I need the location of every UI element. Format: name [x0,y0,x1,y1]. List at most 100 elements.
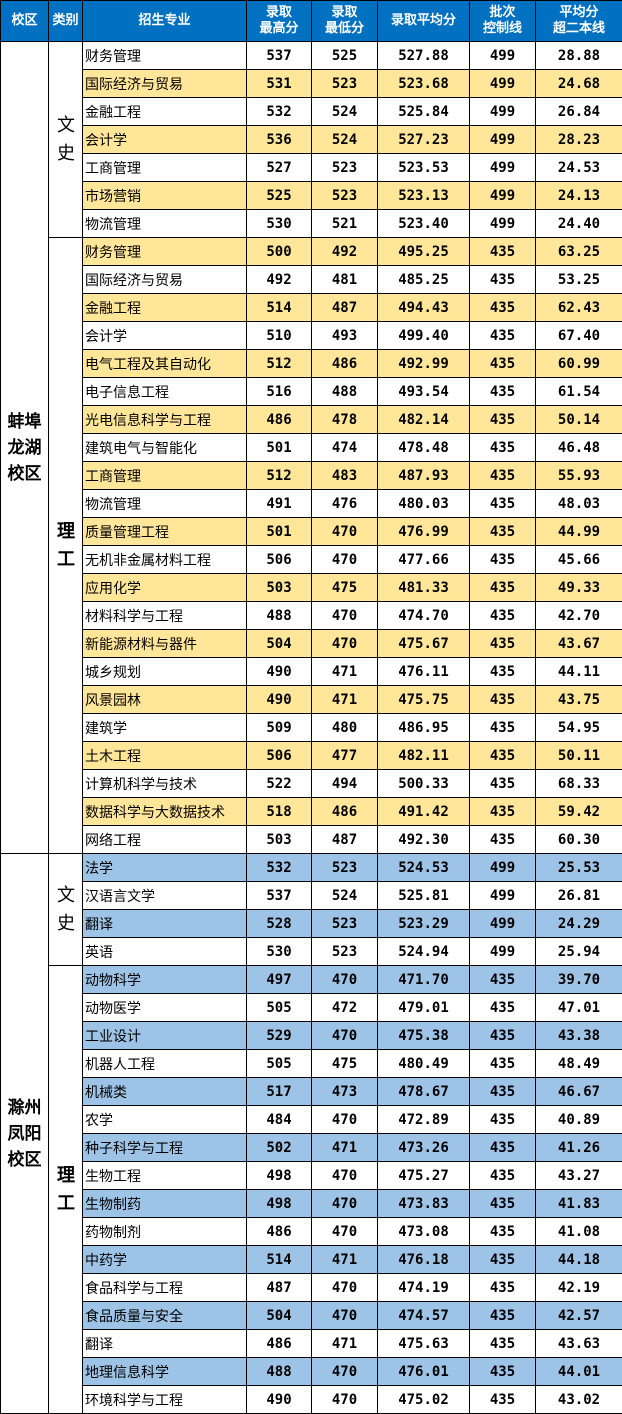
max-score-cell: 505 [247,1050,312,1078]
max-score-cell: 491 [247,490,312,518]
avg-score-cell: 474.57 [378,1302,470,1330]
max-score-cell: 518 [247,798,312,826]
major-cell: 国际经济与贸易 [83,266,247,294]
min-score-cell: 471 [312,658,378,686]
min-score-cell: 524 [312,882,378,910]
batch-line-cell: 435 [470,1386,536,1414]
avg-score-cell: 523.68 [378,70,470,98]
above-line-cell: 41.83 [536,1190,622,1218]
max-score-cell: 498 [247,1162,312,1190]
major-cell: 土木工程 [83,742,247,770]
avg-score-cell: 523.29 [378,910,470,938]
major-cell: 机器人工程 [83,1050,247,1078]
category-cell: 文史 [49,854,83,966]
major-cell: 会计学 [83,322,247,350]
above-line-cell: 47.01 [536,994,622,1022]
min-score-cell: 475 [312,1050,378,1078]
major-cell: 中药学 [83,1246,247,1274]
max-score-cell: 517 [247,1078,312,1106]
above-line-cell: 43.63 [536,1330,622,1358]
avg-score-cell: 527.23 [378,126,470,154]
batch-line-cell: 435 [470,1246,536,1274]
above-line-cell: 60.30 [536,826,622,854]
min-score-cell: 478 [312,406,378,434]
above-line-cell: 54.95 [536,714,622,742]
min-score-cell: 476 [312,490,378,518]
above-line-cell: 67.40 [536,322,622,350]
header-text: 录取最高分 [260,5,299,37]
above-line-cell: 62.43 [536,294,622,322]
above-line-cell: 24.13 [536,182,622,210]
max-score-cell: 504 [247,1302,312,1330]
batch-line-cell: 435 [470,1106,536,1134]
max-score-cell: 497 [247,966,312,994]
max-score-cell: 490 [247,1386,312,1414]
avg-score-cell: 500.33 [378,770,470,798]
max-score-cell: 502 [247,1134,312,1162]
max-score-cell: 532 [247,854,312,882]
above-line-cell: 25.53 [536,854,622,882]
batch-line-cell: 435 [470,994,536,1022]
above-line-cell: 45.66 [536,546,622,574]
batch-line-cell: 499 [470,70,536,98]
avg-score-cell: 475.75 [378,686,470,714]
major-cell: 财务管理 [83,238,247,266]
above-line-cell: 41.08 [536,1218,622,1246]
max-score-cell: 536 [247,126,312,154]
above-line-cell: 24.40 [536,210,622,238]
min-score-cell: 471 [312,1330,378,1358]
batch-line-cell: 435 [470,1162,536,1190]
avg-score-cell: 495.25 [378,238,470,266]
batch-line-cell: 499 [470,854,536,882]
batch-line-cell: 435 [470,714,536,742]
max-score-cell: 501 [247,518,312,546]
min-score-cell: 470 [312,1386,378,1414]
avg-score-cell: 527.88 [378,42,470,70]
batch-line-cell: 435 [470,546,536,574]
min-score-cell: 523 [312,154,378,182]
max-score-cell: 516 [247,378,312,406]
above-line-cell: 60.99 [536,350,622,378]
min-score-cell: 487 [312,294,378,322]
max-score-cell: 530 [247,210,312,238]
major-cell: 物流管理 [83,210,247,238]
batch-line-cell: 435 [470,1218,536,1246]
above-line-cell: 44.01 [536,1358,622,1386]
above-line-cell: 28.88 [536,42,622,70]
batch-line-cell: 435 [470,294,536,322]
batch-line-cell: 435 [470,1358,536,1386]
batch-line-cell: 499 [470,182,536,210]
above-line-cell: 46.67 [536,1078,622,1106]
major-cell: 国际经济与贸易 [83,70,247,98]
avg-score-cell: 487.93 [378,462,470,490]
major-cell: 翻译 [83,1330,247,1358]
above-line-cell: 49.33 [536,574,622,602]
min-score-cell: 470 [312,1218,378,1246]
batch-line-cell: 435 [470,1330,536,1358]
min-score-cell: 481 [312,266,378,294]
max-score-cell: 490 [247,686,312,714]
batch-line-cell: 435 [470,1302,536,1330]
min-score-cell: 488 [312,378,378,406]
min-score-cell: 523 [312,182,378,210]
above-line-cell: 44.99 [536,518,622,546]
header-min-score: 录取最低分 [312,1,378,42]
min-score-cell: 470 [312,518,378,546]
max-score-cell: 501 [247,434,312,462]
min-score-cell: 470 [312,1106,378,1134]
avg-score-cell: 479.01 [378,994,470,1022]
avg-score-cell: 491.42 [378,798,470,826]
min-score-cell: 472 [312,994,378,1022]
min-score-cell: 470 [312,1162,378,1190]
category-cell: 理工 [49,238,83,854]
major-cell: 网络工程 [83,826,247,854]
min-score-cell: 521 [312,210,378,238]
avg-score-cell: 480.49 [378,1050,470,1078]
